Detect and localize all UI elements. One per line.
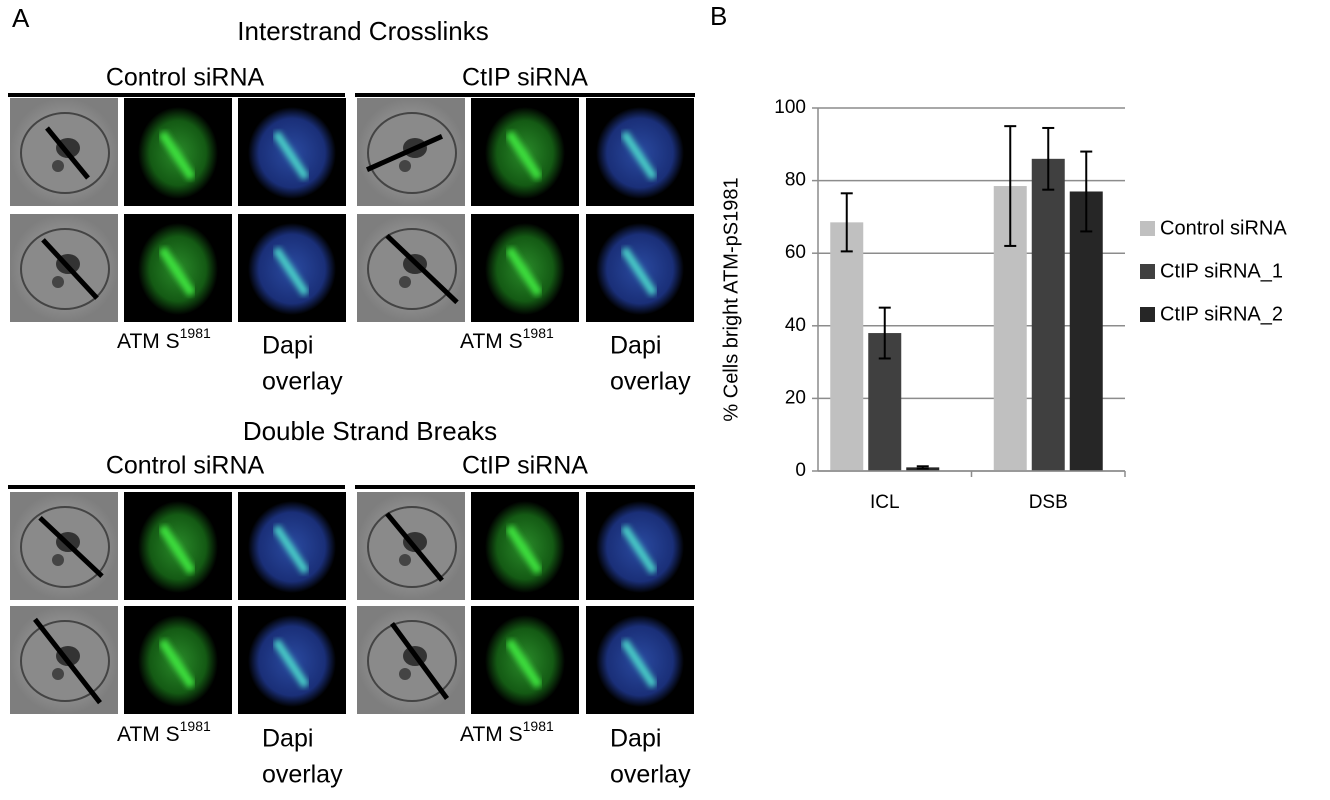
legend-label: CtIP siRNA_1 — [1160, 260, 1283, 282]
nucleolus — [52, 160, 64, 172]
atm-label-sup: 1981 — [523, 325, 554, 341]
stripe-overlay — [272, 638, 310, 689]
legend-label: CtIP siRNA_2 — [1160, 303, 1283, 325]
legend-swatch — [1140, 264, 1155, 279]
panel-label: B — [710, 1, 727, 31]
atm-label: ATM S1981 — [117, 325, 211, 353]
bar — [1069, 191, 1103, 472]
x-tick-label: ICL — [870, 492, 900, 513]
stripe-overlay — [272, 246, 310, 297]
panel-label: A — [12, 3, 30, 33]
nucleolus — [399, 160, 411, 172]
line-marker — [38, 516, 104, 578]
stripe-green — [505, 246, 543, 297]
stripe-green — [158, 130, 196, 181]
dapi-label: Dapi — [610, 332, 661, 360]
line-marker — [33, 617, 102, 705]
atm-label-sup: 1981 — [180, 718, 211, 734]
stripe-overlay — [620, 638, 658, 689]
y-tick-label: 20 — [785, 387, 806, 408]
line-marker — [385, 512, 444, 582]
atm-label-main: ATM S — [460, 330, 523, 353]
nucleolus — [52, 554, 64, 566]
line-marker — [389, 622, 450, 700]
stripe-green — [158, 246, 196, 297]
legend-swatch — [1140, 307, 1155, 322]
stripe-overlay — [272, 130, 310, 181]
atm-label: ATM S1981 — [460, 718, 554, 746]
stripe-green — [505, 130, 543, 181]
dapi-label: Dapi — [262, 332, 313, 360]
group-title: Control siRNA — [106, 452, 265, 480]
dapi-label: Dapi — [610, 725, 661, 753]
line-marker — [45, 126, 90, 180]
line-marker — [41, 238, 99, 300]
dapi-label: overlay — [610, 761, 691, 789]
stripe-overlay — [272, 524, 310, 575]
line-marker — [365, 134, 444, 172]
section-title: Interstrand Crosslinks — [237, 16, 488, 46]
nucleolus — [399, 554, 411, 566]
section-title: Double Strand Breaks — [243, 416, 497, 446]
legend-swatch — [1140, 221, 1155, 236]
atm-label-main: ATM S — [460, 723, 523, 746]
line-marker — [385, 233, 459, 305]
y-tick-label: 60 — [785, 242, 806, 263]
dapi-label: overlay — [610, 368, 691, 396]
dapi-label: Dapi — [262, 725, 313, 753]
bar — [830, 222, 864, 471]
panel-b: B 0 20 40 60 80 100 % Cells bright ATM-pS1981 IC… — [710, 1, 1287, 513]
stripe-overlay — [620, 524, 658, 575]
stripe-green — [505, 638, 543, 689]
group-title: CtIP siRNA — [462, 64, 588, 92]
stripe-green — [505, 524, 543, 575]
atm-label-main: ATM S — [117, 330, 180, 353]
legend-label: Control siRNA — [1160, 217, 1287, 239]
group-title: CtIP siRNA — [462, 452, 588, 480]
panel-a: A Interstrand Crosslinks Control siRNA ATM … — [8, 3, 695, 789]
stripe-green — [158, 524, 196, 575]
y-tick-label: 80 — [785, 170, 806, 191]
y-axis-title: % Cells bright ATM-pS1981 — [720, 177, 742, 421]
stripe-green — [158, 638, 196, 689]
atm-label-main: ATM S — [117, 723, 180, 746]
nucleolus — [52, 668, 64, 680]
y-tick-label: 40 — [785, 315, 806, 336]
stripe-overlay — [620, 130, 658, 181]
x-tick-label: DSB — [1029, 492, 1068, 513]
atm-label: ATM S1981 — [117, 718, 211, 746]
nucleolus — [52, 276, 64, 288]
bar — [1031, 158, 1065, 471]
atm-label-sup: 1981 — [523, 718, 554, 734]
group-title: Control siRNA — [106, 64, 265, 92]
y-tick-label: 0 — [795, 460, 806, 481]
nucleolus — [399, 668, 411, 680]
y-tick-label: 100 — [774, 97, 806, 118]
dapi-label: overlay — [262, 761, 343, 789]
nucleolus — [399, 276, 411, 288]
atm-label: ATM S1981 — [460, 325, 554, 353]
stripe-overlay — [620, 246, 658, 297]
dapi-label: overlay — [262, 368, 343, 396]
atm-label-sup: 1981 — [180, 325, 211, 341]
